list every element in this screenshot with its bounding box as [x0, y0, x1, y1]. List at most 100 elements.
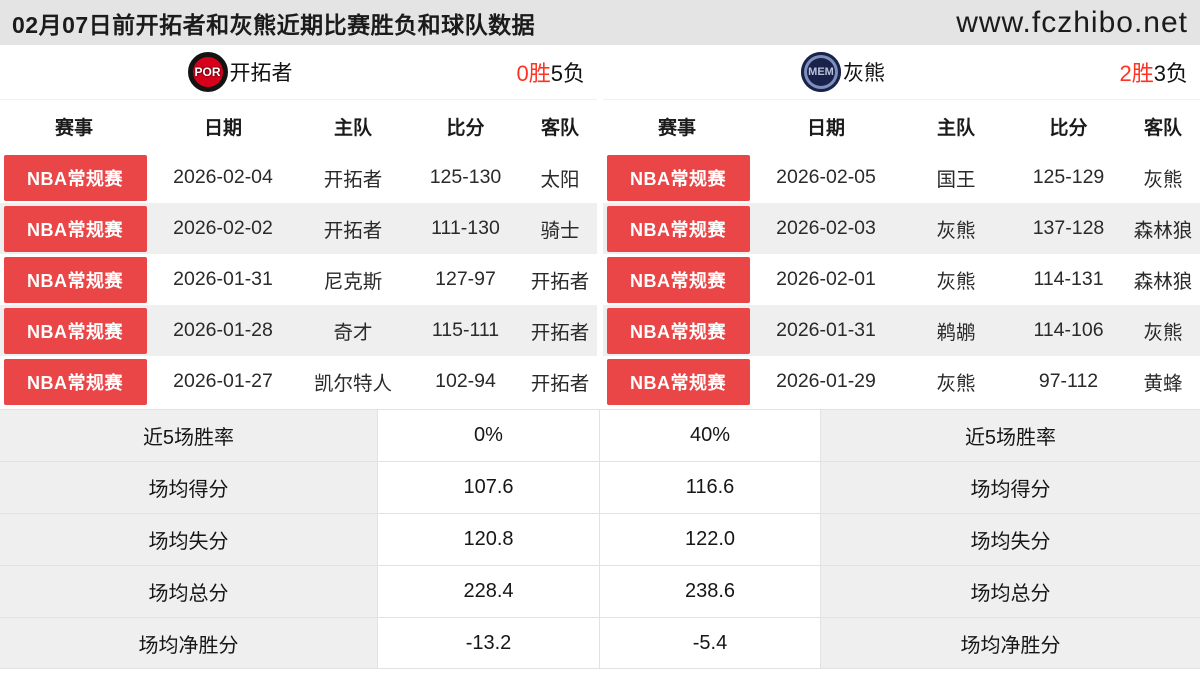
team-info: MEM 灰熊 [603, 45, 1083, 99]
league-badge: NBA常规赛 [3, 307, 147, 354]
match-row: NBA常规赛 2026-02-03 灰熊 137-128 森林狼 [603, 203, 1200, 254]
match-away-team: 太阳 [540, 169, 580, 191]
stat-row-avg-total: 场均总分 228.4 238.6 场均总分 [0, 565, 1200, 617]
column-header-league: 赛事 [657, 117, 696, 139]
match-home-team: 奇才 [333, 322, 373, 344]
match-date: 2026-02-01 [776, 268, 876, 290]
match-row: NBA常规赛 2026-02-05 国王 125-129 灰熊 [603, 152, 1200, 203]
match-date: 2026-02-02 [173, 217, 273, 239]
league-badge: NBA常规赛 [606, 307, 750, 354]
match-home-team: 开拓者 [323, 220, 383, 242]
team-panel-portland: POR 开拓者 0胜 5负 赛事 日期 主队 比分 客队 NBA常规赛 2026… [0, 45, 597, 407]
team-name: 灰熊 [843, 62, 885, 85]
stat-value-memphis-win-rate: 40% [600, 410, 821, 461]
stat-value-portland-avg-total: 228.4 [377, 566, 600, 617]
match-score: 102-94 [435, 370, 496, 392]
site-url: www.fczhibo.net [956, 5, 1188, 39]
match-date: 2026-02-03 [776, 217, 876, 239]
column-header-league: 赛事 [54, 117, 93, 139]
match-away-team: 黄蜂 [1143, 373, 1183, 395]
league-badge: NBA常规赛 [3, 256, 147, 303]
team-info: POR 开拓者 [0, 45, 480, 99]
stat-value-portland-avg-conceded: 120.8 [377, 514, 600, 565]
match-score: 137-128 [1032, 217, 1105, 239]
column-header-date: 日期 [203, 117, 242, 139]
match-home-team: 灰熊 [936, 373, 976, 395]
team-name: 开拓者 [229, 62, 293, 85]
league-badge: NBA常规赛 [606, 154, 750, 201]
match-row: NBA常规赛 2026-02-02 开拓者 111-130 骑士 [0, 203, 597, 254]
column-header-row: 赛事 日期 主队 比分 客队 [0, 100, 597, 152]
record-losses: 5负 [550, 61, 585, 86]
column-header-away: 客队 [1143, 117, 1182, 139]
stat-label-avg-diff: 场均净胜分 [821, 618, 1200, 668]
stat-label-avg-total: 场均总分 [0, 566, 377, 617]
match-row: NBA常规赛 2026-01-29 灰熊 97-112 黄蜂 [603, 356, 1200, 407]
stat-value-portland-win-rate: 0% [377, 410, 600, 461]
team-panel-memphis: MEM 灰熊 2胜 3负 赛事 日期 主队 比分 客队 NBA常规赛 2026-… [603, 45, 1200, 407]
column-header-home: 主队 [936, 117, 975, 139]
stat-label-avg-points: 场均得分 [0, 462, 377, 513]
match-row: NBA常规赛 2026-02-04 开拓者 125-130 太阳 [0, 152, 597, 203]
match-date: 2026-02-04 [173, 166, 273, 188]
match-date: 2026-01-28 [173, 319, 273, 341]
page-title: 02月07日前开拓者和灰熊近期比赛胜负和球队数据 [12, 11, 536, 38]
match-home-team: 灰熊 [936, 220, 976, 242]
match-away-team: 森林狼 [1133, 220, 1193, 242]
match-home-team: 凯尔特人 [313, 373, 392, 395]
stat-value-memphis-avg-conceded: 122.0 [600, 514, 821, 565]
column-header-row: 赛事 日期 主队 比分 客队 [603, 100, 1200, 152]
stat-row-avg-diff: 场均净胜分 -13.2 -5.4 场均净胜分 [0, 617, 1200, 669]
stat-row-avg-points: 场均得分 107.6 116.6 场均得分 [0, 461, 1200, 513]
trail-blazers-logo-icon: POR [187, 52, 228, 92]
match-home-team: 国王 [936, 169, 976, 191]
stat-label-avg-total: 场均总分 [821, 566, 1200, 617]
stat-label-avg-conceded: 场均失分 [821, 514, 1200, 565]
stat-row-win-rate: 近5场胜率 0% 40% 近5场胜率 [0, 409, 1200, 461]
match-home-team: 开拓者 [323, 169, 383, 191]
match-row: NBA常规赛 2026-01-31 尼克斯 127-97 开拓者 [0, 254, 597, 305]
match-score: 125-129 [1032, 166, 1105, 188]
match-row: NBA常规赛 2026-02-01 灰熊 114-131 森林狼 [603, 254, 1200, 305]
match-score: 114-106 [1033, 319, 1104, 341]
column-header-home: 主队 [333, 117, 372, 139]
team-header-memphis: MEM 灰熊 2胜 3负 [603, 45, 1200, 100]
stat-label-avg-points: 场均得分 [821, 462, 1200, 513]
stat-label-win-rate: 近5场胜率 [821, 410, 1200, 461]
team-header-portland: POR 开拓者 0胜 5负 [0, 45, 597, 100]
column-header-away: 客队 [540, 117, 579, 139]
team-record: 2胜 3负 [1120, 45, 1189, 99]
team-record: 0胜 5负 [517, 45, 586, 99]
match-score: 111-130 [431, 217, 500, 239]
match-away-team: 灰熊 [1143, 322, 1183, 344]
record-losses: 3负 [1153, 61, 1188, 86]
match-row: NBA常规赛 2026-01-31 鹈鹕 114-106 灰熊 [603, 305, 1200, 356]
stat-row-avg-conceded: 场均失分 120.8 122.0 场均失分 [0, 513, 1200, 565]
stat-label-avg-diff: 场均净胜分 [0, 618, 377, 668]
league-badge: NBA常规赛 [3, 154, 147, 201]
match-score: 115-111 [431, 319, 500, 341]
stat-value-memphis-avg-total: 238.6 [600, 566, 821, 617]
match-score: 97-112 [1038, 370, 1099, 392]
record-wins: 0胜 [516, 61, 551, 86]
match-score: 127-97 [435, 268, 496, 290]
match-home-team: 灰熊 [936, 271, 976, 293]
match-away-team: 开拓者 [530, 373, 590, 395]
match-home-team: 尼克斯 [323, 271, 383, 293]
match-score: 125-130 [429, 166, 502, 188]
stat-value-memphis-avg-points: 116.6 [600, 462, 821, 513]
column-header-score: 比分 [1049, 117, 1088, 139]
match-tables: POR 开拓者 0胜 5负 赛事 日期 主队 比分 客队 NBA常规赛 2026… [0, 45, 1200, 407]
column-header-date: 日期 [806, 117, 845, 139]
league-badge: NBA常规赛 [606, 256, 750, 303]
match-away-team: 开拓者 [530, 322, 590, 344]
match-home-team: 鹈鹕 [936, 322, 976, 344]
grizzlies-logo-icon: MEM [801, 52, 841, 92]
match-date: 2026-01-31 [173, 268, 273, 290]
stat-value-memphis-avg-diff: -5.4 [600, 618, 821, 668]
match-row: NBA常规赛 2026-01-27 凯尔特人 102-94 开拓者 [0, 356, 597, 407]
match-date: 2026-01-27 [173, 370, 273, 392]
stat-label-win-rate: 近5场胜率 [0, 410, 377, 461]
league-badge: NBA常规赛 [3, 205, 147, 252]
match-date: 2026-02-05 [776, 166, 876, 188]
